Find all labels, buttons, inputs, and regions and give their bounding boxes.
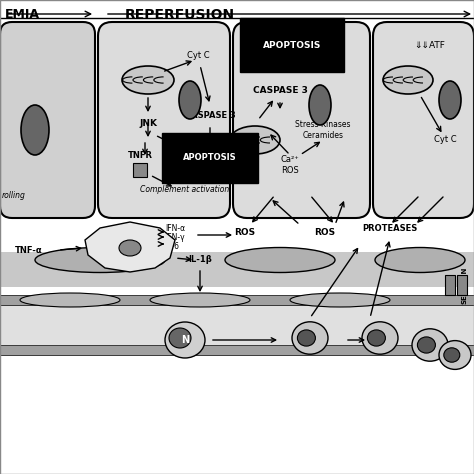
Ellipse shape [169,328,191,348]
Ellipse shape [292,322,328,354]
Ellipse shape [309,85,331,125]
Text: ⇓⇓ATF: ⇓⇓ATF [415,40,446,49]
Text: TNFR: TNFR [128,151,153,159]
Ellipse shape [297,330,315,346]
Ellipse shape [179,81,201,119]
FancyBboxPatch shape [98,22,230,218]
Text: Stress Kinases
Ceramides: Stress Kinases Ceramides [295,120,351,140]
Ellipse shape [444,348,460,362]
Ellipse shape [290,293,390,307]
Bar [0,345,474,355]
Ellipse shape [20,293,120,307]
FancyBboxPatch shape [233,22,370,218]
Text: TNF-α: TNF-α [15,246,43,255]
Text: Complement activation: Complement activation [140,185,229,194]
Text: N: N [181,335,189,345]
Bar [0,303,474,345]
Text: rolling: rolling [2,191,26,200]
Ellipse shape [439,341,471,369]
Text: ROS: ROS [314,228,336,237]
Bar [445,275,455,295]
Ellipse shape [150,293,250,307]
Text: IFN-γ: IFN-γ [165,233,185,241]
Ellipse shape [367,330,385,346]
Bar [0,252,474,287]
Ellipse shape [21,105,49,155]
Bar [457,275,467,295]
Ellipse shape [230,126,280,154]
FancyBboxPatch shape [0,22,95,218]
Text: Cyt C: Cyt C [187,51,210,60]
Text: ROS: ROS [235,228,255,237]
Text: SELECTIN: SELECTIN [462,266,468,304]
Ellipse shape [412,329,448,361]
Text: PROTEASES: PROTEASES [363,224,418,233]
Text: REPERFUSION: REPERFUSION [125,8,235,22]
Text: CASPASE 3: CASPASE 3 [253,85,308,94]
Text: KC: KC [101,250,115,259]
Text: CASPASE 3: CASPASE 3 [185,110,236,119]
Ellipse shape [439,81,461,119]
Ellipse shape [35,247,165,273]
Ellipse shape [122,66,174,94]
Ellipse shape [165,322,205,358]
Text: APOPTOSIS: APOPTOSIS [183,154,237,163]
Text: Ca²⁺
ROS: Ca²⁺ ROS [281,155,300,175]
Ellipse shape [383,66,433,94]
Text: CAM: CAM [452,276,458,294]
Text: IL-6: IL-6 [165,241,179,250]
Ellipse shape [225,247,335,273]
Text: APOPTOSIS: APOPTOSIS [263,40,321,49]
Bar [0,295,474,305]
Ellipse shape [362,322,398,354]
FancyBboxPatch shape [373,22,474,218]
Text: EMIA: EMIA [5,8,40,21]
Text: Cyt C: Cyt C [434,136,456,145]
Polygon shape [85,222,175,272]
Text: JNK: JNK [139,118,157,128]
Ellipse shape [375,247,465,273]
Text: IFN-α: IFN-α [165,224,185,233]
Bar [133,163,147,177]
Ellipse shape [418,337,436,353]
Text: IL-1β: IL-1β [188,255,212,264]
Ellipse shape [119,240,141,256]
